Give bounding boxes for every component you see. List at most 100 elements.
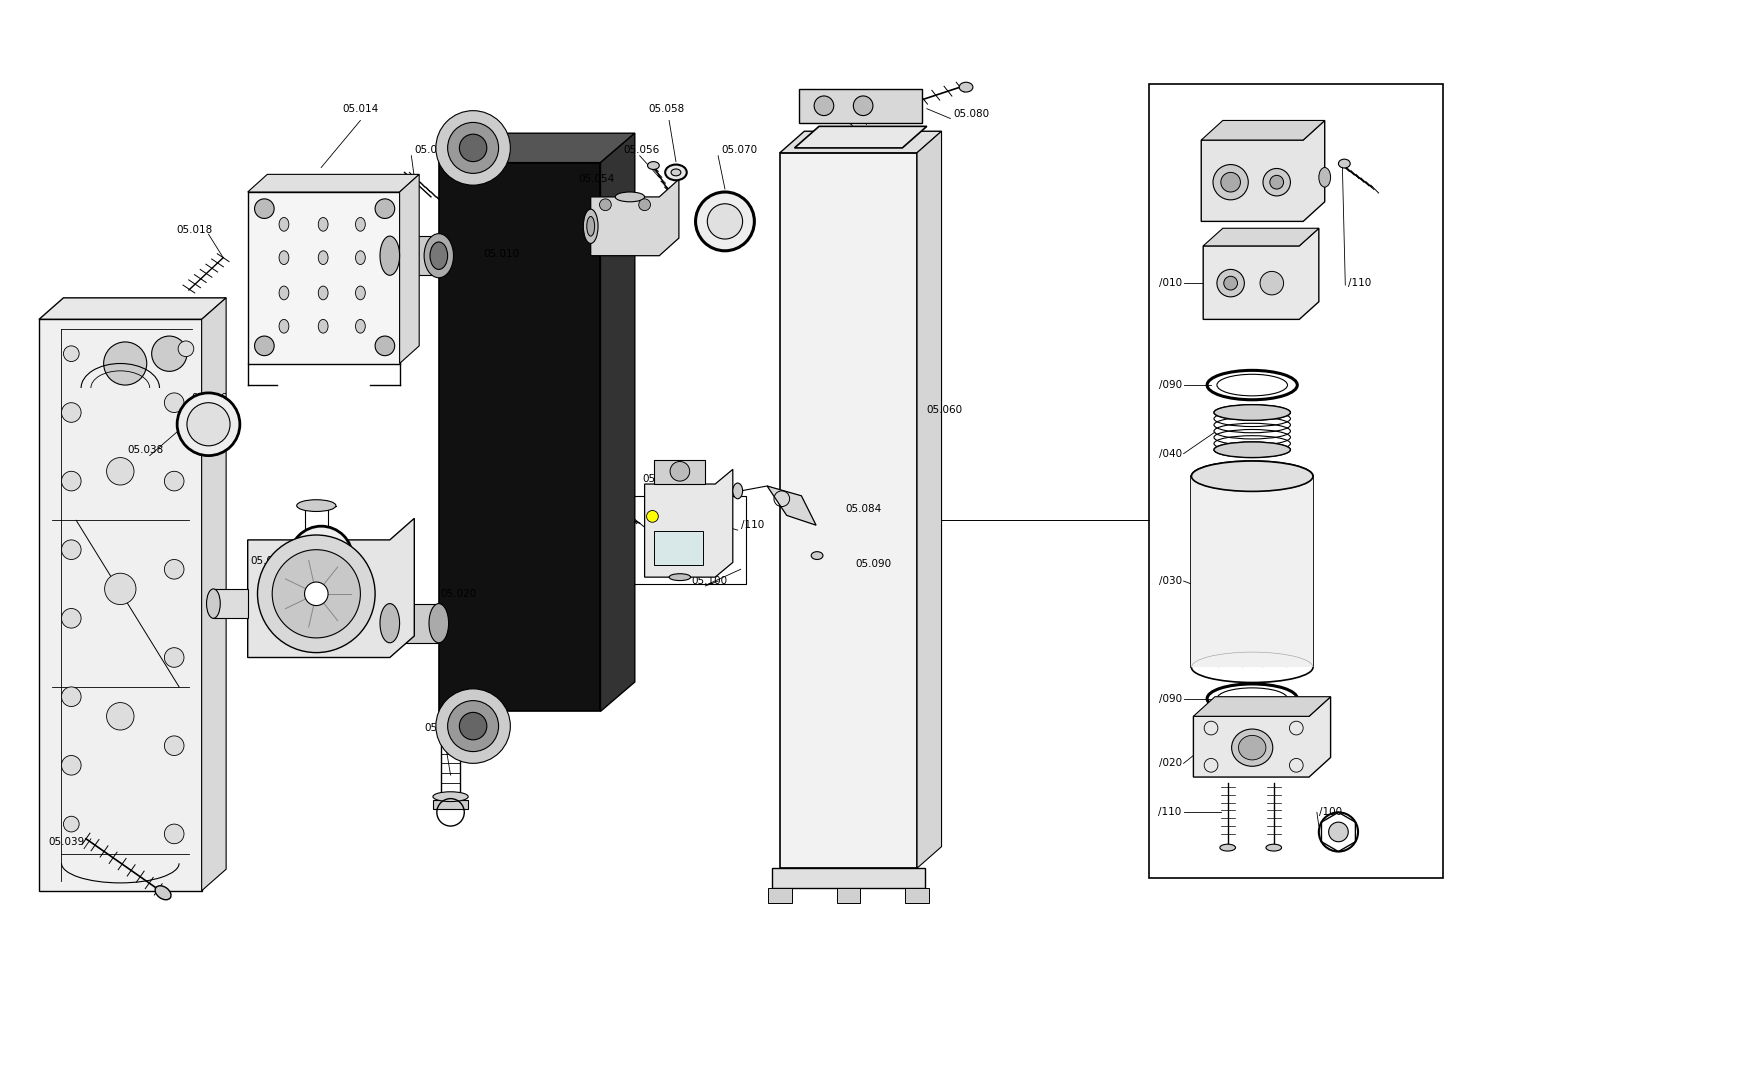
Ellipse shape	[1266, 844, 1282, 851]
Text: /090: /090	[1158, 380, 1181, 391]
Ellipse shape	[583, 209, 598, 244]
Polygon shape	[767, 486, 816, 525]
Ellipse shape	[1231, 729, 1271, 766]
Circle shape	[1269, 175, 1283, 189]
Text: 05.084: 05.084	[845, 504, 882, 514]
Circle shape	[376, 199, 395, 218]
Text: 05.060: 05.060	[927, 404, 962, 414]
Circle shape	[1212, 165, 1247, 200]
Polygon shape	[779, 153, 916, 868]
Text: /110: /110	[1158, 808, 1181, 817]
Polygon shape	[643, 470, 732, 577]
Circle shape	[301, 538, 341, 577]
Text: 05.056: 05.056	[623, 144, 659, 155]
Polygon shape	[916, 132, 941, 868]
Ellipse shape	[207, 588, 221, 618]
Circle shape	[257, 535, 376, 653]
Circle shape	[304, 582, 329, 606]
Circle shape	[459, 134, 487, 162]
Circle shape	[638, 199, 650, 211]
Circle shape	[104, 574, 136, 605]
Polygon shape	[202, 297, 226, 890]
Ellipse shape	[1337, 159, 1349, 168]
Circle shape	[106, 458, 134, 485]
Polygon shape	[400, 174, 419, 364]
Ellipse shape	[278, 286, 289, 300]
Text: /020: /020	[1158, 759, 1181, 768]
Polygon shape	[772, 868, 925, 888]
Circle shape	[61, 755, 82, 775]
Polygon shape	[390, 236, 438, 275]
Circle shape	[61, 687, 82, 706]
Circle shape	[61, 402, 82, 423]
Text: 05.030: 05.030	[424, 723, 459, 733]
Polygon shape	[247, 518, 414, 657]
Polygon shape	[1193, 697, 1330, 716]
Polygon shape	[247, 174, 419, 192]
Ellipse shape	[430, 603, 449, 643]
Polygon shape	[795, 126, 927, 148]
Circle shape	[1216, 270, 1243, 296]
Text: 05.036: 05.036	[250, 556, 287, 566]
Ellipse shape	[155, 886, 170, 900]
Ellipse shape	[379, 236, 400, 275]
Ellipse shape	[810, 552, 823, 560]
Circle shape	[106, 703, 134, 730]
Circle shape	[163, 560, 184, 579]
Polygon shape	[38, 320, 202, 890]
Circle shape	[163, 647, 184, 668]
Ellipse shape	[1191, 461, 1313, 491]
Circle shape	[435, 110, 510, 185]
Circle shape	[61, 609, 82, 628]
Polygon shape	[390, 603, 438, 643]
Circle shape	[647, 510, 657, 522]
Polygon shape	[767, 888, 791, 902]
Circle shape	[63, 346, 78, 362]
Ellipse shape	[1214, 404, 1290, 421]
Polygon shape	[433, 799, 468, 809]
Bar	[654, 531, 703, 565]
Polygon shape	[600, 133, 635, 712]
Circle shape	[1221, 172, 1240, 192]
Circle shape	[177, 341, 193, 356]
Polygon shape	[1200, 121, 1323, 221]
Ellipse shape	[355, 286, 365, 300]
Circle shape	[163, 736, 184, 755]
Circle shape	[61, 471, 82, 491]
Ellipse shape	[278, 320, 289, 333]
Circle shape	[696, 192, 755, 250]
Circle shape	[435, 689, 510, 763]
Text: 05.070: 05.070	[720, 144, 756, 155]
Ellipse shape	[278, 250, 289, 264]
Circle shape	[61, 540, 82, 560]
Text: /010: /010	[1158, 278, 1181, 288]
Text: /090: /090	[1158, 693, 1181, 704]
Circle shape	[163, 393, 184, 413]
Text: 05.110: 05.110	[642, 474, 678, 484]
Polygon shape	[1191, 476, 1313, 668]
Circle shape	[151, 336, 186, 371]
Circle shape	[254, 336, 275, 355]
Circle shape	[290, 526, 353, 588]
Polygon shape	[247, 192, 400, 364]
Polygon shape	[904, 888, 929, 902]
Ellipse shape	[1214, 442, 1290, 458]
Circle shape	[447, 122, 499, 173]
Polygon shape	[798, 89, 922, 123]
Polygon shape	[590, 180, 678, 256]
Ellipse shape	[379, 603, 400, 643]
Ellipse shape	[430, 242, 447, 270]
Ellipse shape	[586, 216, 595, 236]
Text: 05.018: 05.018	[176, 225, 212, 235]
Circle shape	[852, 96, 873, 116]
Text: 05.016: 05.016	[414, 144, 450, 155]
Text: 05.038: 05.038	[127, 445, 163, 455]
Ellipse shape	[355, 250, 365, 264]
Circle shape	[447, 701, 499, 751]
Ellipse shape	[647, 162, 659, 169]
Ellipse shape	[671, 169, 680, 175]
Text: /110: /110	[1348, 278, 1370, 288]
Text: 05.020: 05.020	[440, 588, 476, 599]
Text: 05.100: 05.100	[690, 576, 727, 586]
Text: 05.080: 05.080	[953, 108, 989, 119]
